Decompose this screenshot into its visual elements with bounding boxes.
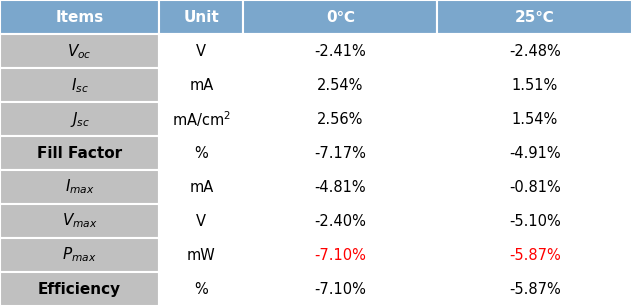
Text: 2.54%: 2.54%	[317, 78, 363, 93]
Text: -5.10%: -5.10%	[509, 214, 561, 229]
Text: mW: mW	[187, 248, 216, 263]
Bar	[243, 272, 437, 306]
Bar	[437, 0, 632, 34]
Text: %: %	[195, 282, 208, 297]
Text: -2.41%: -2.41%	[315, 44, 366, 59]
Text: -7.10%: -7.10%	[314, 282, 367, 297]
Bar	[159, 170, 243, 204]
Text: Unit: Unit	[183, 9, 219, 25]
Text: mA/cm$^2$: mA/cm$^2$	[172, 109, 231, 129]
Bar	[159, 34, 243, 68]
Bar	[0, 0, 159, 34]
Text: -4.81%: -4.81%	[315, 180, 366, 195]
Bar	[0, 102, 159, 136]
Text: -5.87%: -5.87%	[509, 248, 561, 263]
Bar	[0, 34, 159, 68]
Text: $\it{I}_{max}$: $\it{I}_{max}$	[64, 178, 95, 196]
Text: $\it{P}_{max}$: $\it{P}_{max}$	[63, 246, 97, 264]
Text: $\it{I}_{sc}$: $\it{I}_{sc}$	[71, 76, 88, 95]
Text: V: V	[197, 214, 206, 229]
Bar	[0, 170, 159, 204]
Text: -2.40%: -2.40%	[314, 214, 367, 229]
Bar	[0, 68, 159, 102]
Text: 1.51%: 1.51%	[511, 78, 558, 93]
Text: 1.54%: 1.54%	[511, 112, 558, 127]
Text: -4.91%: -4.91%	[509, 146, 561, 161]
Bar	[437, 170, 632, 204]
Bar	[159, 204, 243, 238]
Text: 0℃: 0℃	[325, 9, 355, 25]
Bar	[159, 0, 243, 34]
Bar	[243, 170, 437, 204]
Bar	[243, 34, 437, 68]
Text: $\it{J}_{sc}$: $\it{J}_{sc}$	[70, 110, 90, 129]
Text: 25℃: 25℃	[514, 9, 555, 25]
Text: -2.48%: -2.48%	[509, 44, 561, 59]
Bar	[437, 272, 632, 306]
Bar	[159, 238, 243, 272]
Bar	[159, 136, 243, 170]
Bar	[243, 0, 437, 34]
Bar	[243, 238, 437, 272]
Text: %: %	[195, 146, 208, 161]
Bar	[437, 204, 632, 238]
Text: Fill Factor: Fill Factor	[37, 146, 122, 161]
Bar	[437, 136, 632, 170]
Text: $\it{V}_{oc}$: $\it{V}_{oc}$	[67, 42, 92, 61]
Bar	[0, 136, 159, 170]
Text: -7.10%: -7.10%	[314, 248, 367, 263]
Bar	[437, 238, 632, 272]
Bar	[243, 68, 437, 102]
Bar	[243, 204, 437, 238]
Text: 2.56%: 2.56%	[317, 112, 363, 127]
Bar	[159, 272, 243, 306]
Bar	[437, 68, 632, 102]
Bar	[159, 102, 243, 136]
Text: -0.81%: -0.81%	[509, 180, 561, 195]
Text: -7.17%: -7.17%	[314, 146, 367, 161]
Bar	[0, 272, 159, 306]
Bar	[243, 136, 437, 170]
Bar	[0, 204, 159, 238]
Text: mA: mA	[189, 78, 214, 93]
Text: $\it{V}_{max}$: $\it{V}_{max}$	[62, 212, 97, 230]
Text: Items: Items	[56, 9, 104, 25]
Bar	[437, 102, 632, 136]
Text: Efficiency: Efficiency	[38, 282, 121, 297]
Text: -5.87%: -5.87%	[509, 282, 561, 297]
Text: mA: mA	[189, 180, 214, 195]
Text: V: V	[197, 44, 206, 59]
Bar	[437, 34, 632, 68]
Bar	[159, 68, 243, 102]
Bar	[0, 238, 159, 272]
Bar	[243, 102, 437, 136]
